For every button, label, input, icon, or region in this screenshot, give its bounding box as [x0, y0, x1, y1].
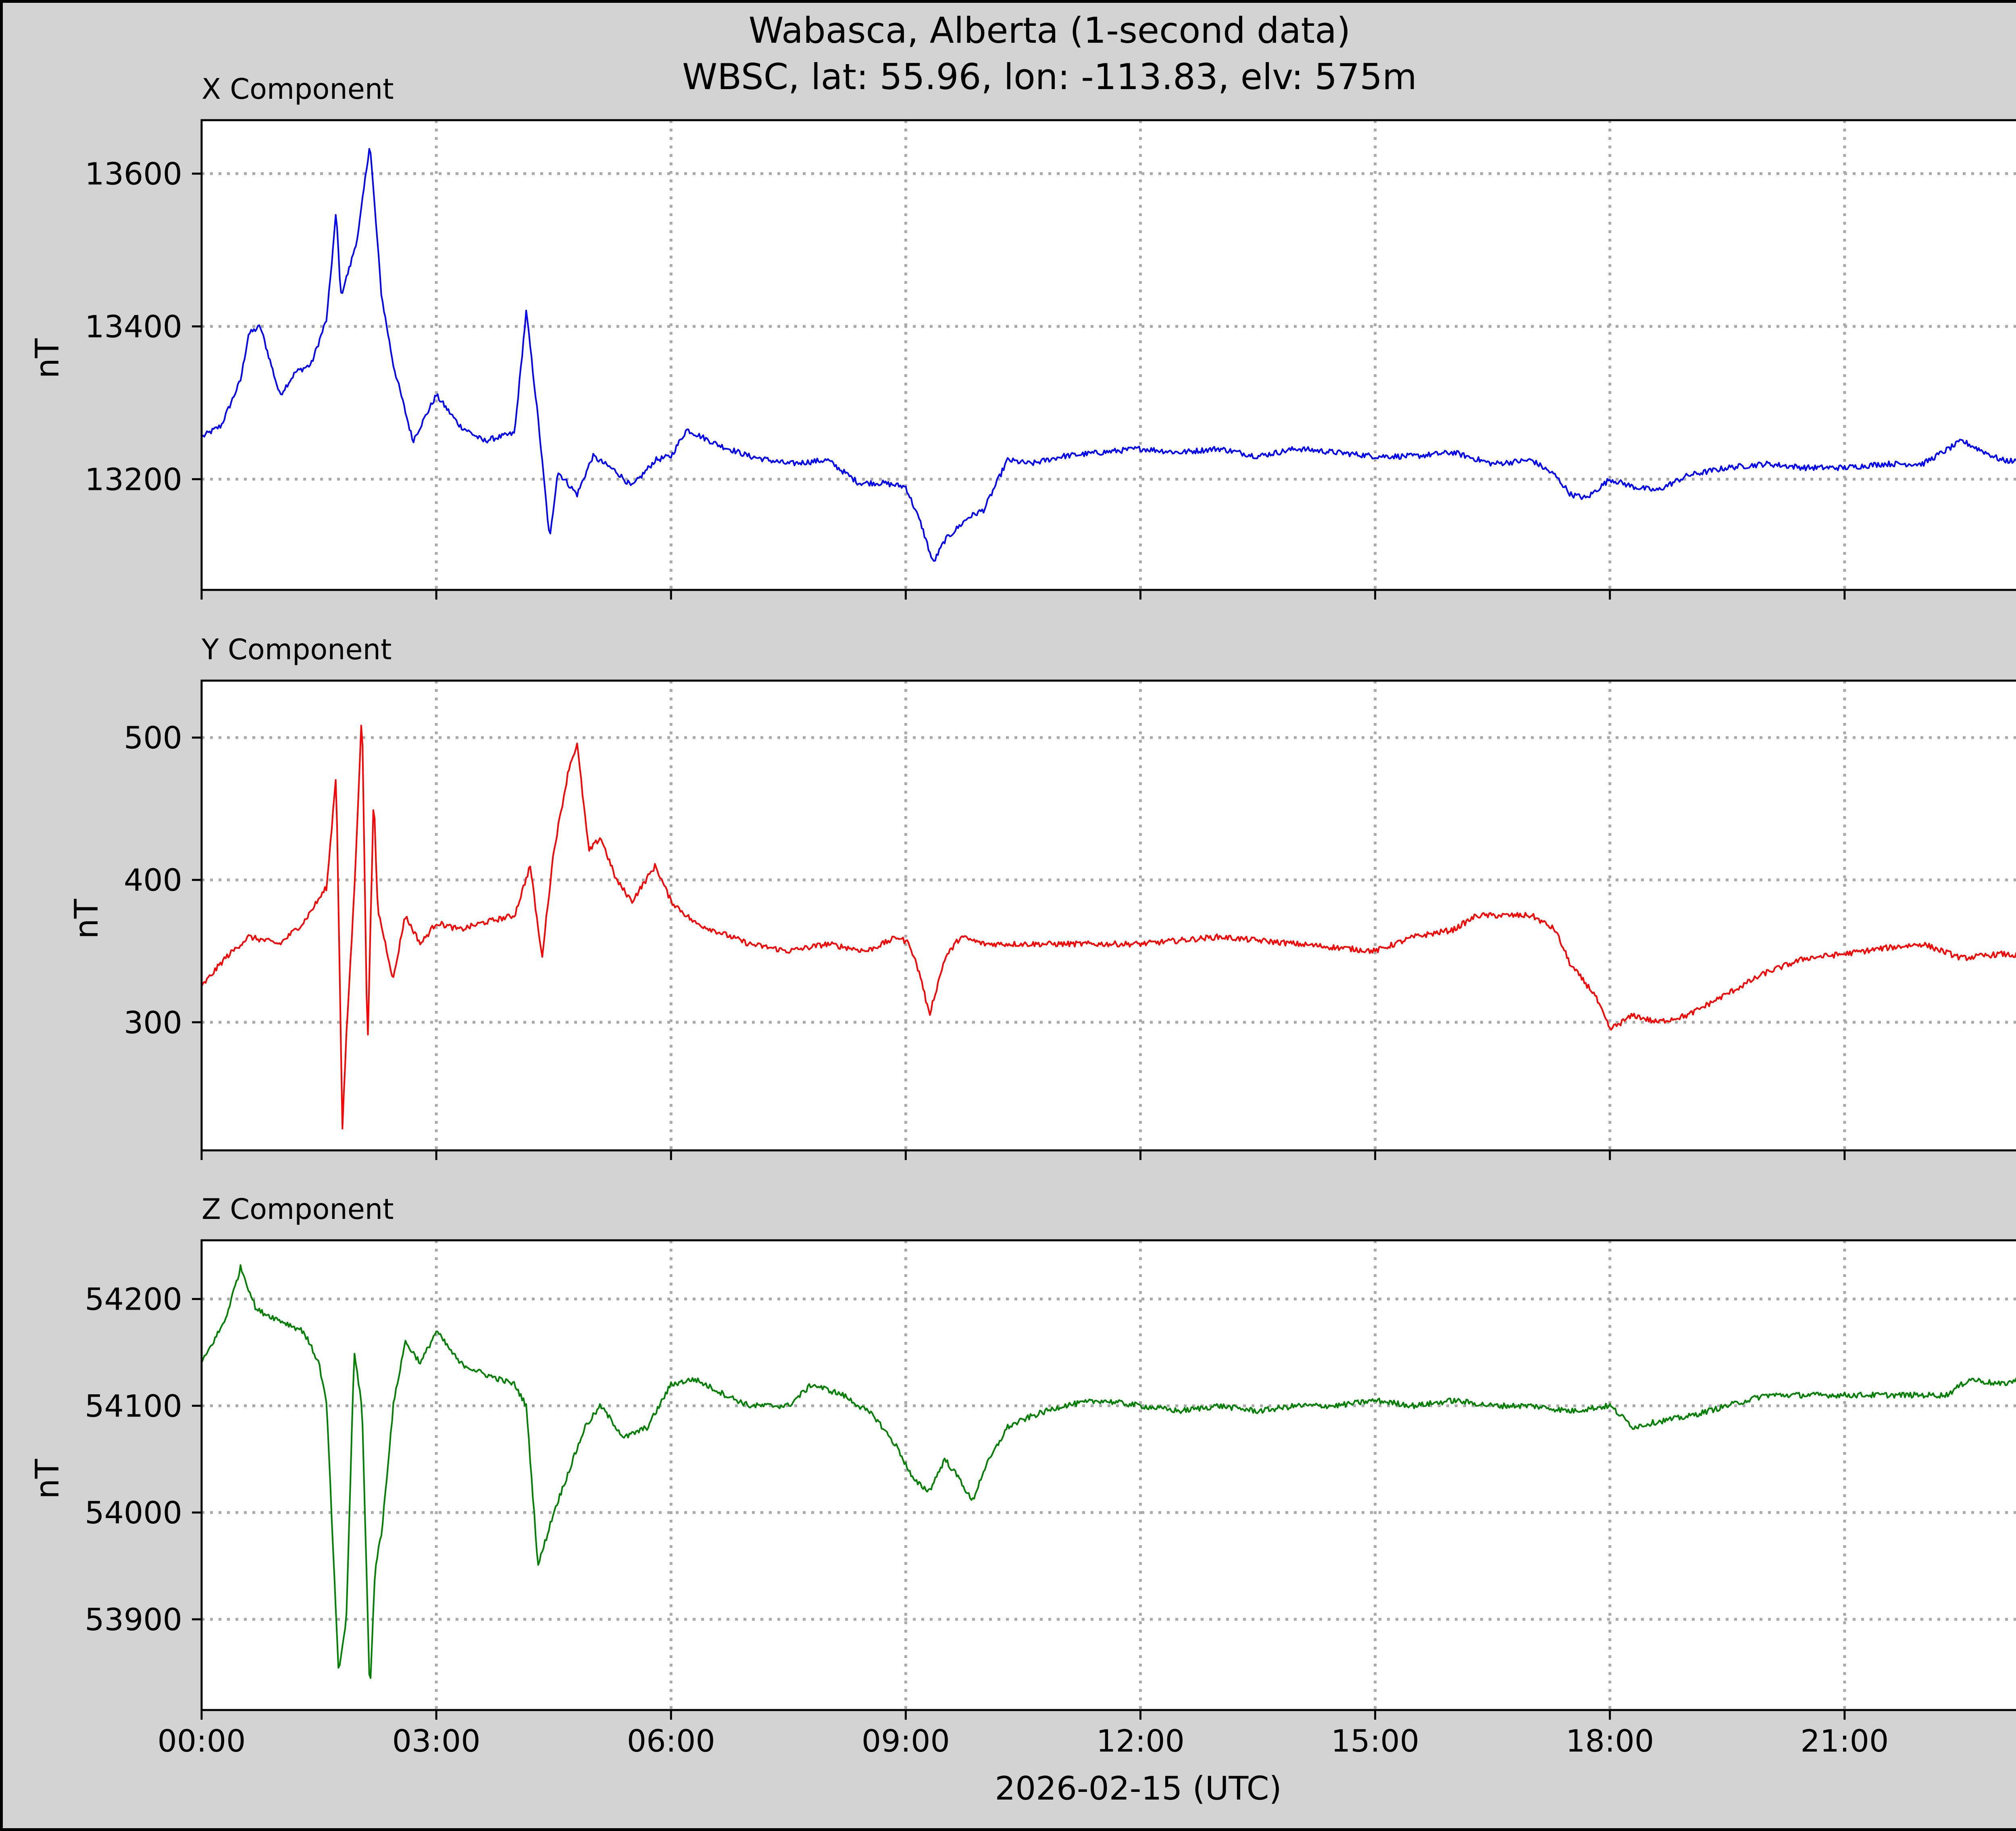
data-line-y — [201, 725, 2016, 1130]
y-tick-label: 300 — [124, 1004, 182, 1040]
plot-area — [202, 681, 2016, 1150]
x-tick-label: 18:00 — [1566, 1723, 1654, 1759]
y-tick-label: 400 — [124, 862, 182, 898]
y-tick-label: 54000 — [85, 1495, 182, 1531]
chart-title-line1: Wabasca, Alberta (1-second data) — [749, 10, 1351, 51]
y-tick-label: 13200 — [85, 461, 182, 497]
x-tick-label: 06:00 — [627, 1723, 715, 1759]
chart-canvas: Wabasca, Alberta (1-second data) WBSC, l… — [29, 10, 2016, 1807]
y-tick-label: 54200 — [85, 1281, 182, 1317]
x-tick-label: 03:00 — [392, 1723, 481, 1759]
y-tick-label: 13600 — [85, 156, 182, 192]
y-tick-label: 500 — [124, 720, 182, 756]
plot-area — [202, 1240, 2016, 1710]
chart-title-line2: WBSC, lat: 55.96, lon: -113.83, elv: 575… — [682, 56, 1417, 98]
y-tick-label: 53900 — [85, 1602, 182, 1637]
y-component-panel: Y Component nT 300 400 500 — [68, 633, 2016, 1160]
x-component-panel: X Component nT 13200 13400 13600 — [29, 73, 2016, 600]
y-axis-label: nT — [68, 898, 105, 939]
x-tick-label: 21:00 — [1800, 1723, 1889, 1759]
panel-title: Z Component — [202, 1193, 394, 1226]
x-tick-label: 00:00 — [157, 1723, 246, 1759]
y-axis-label: nT — [29, 338, 66, 379]
x-axis-label: 2026-02-15 (UTC) — [995, 1770, 1281, 1807]
y-axis-label: nT — [29, 1458, 66, 1499]
data-line-z — [201, 1264, 2016, 1679]
data-line-x — [201, 148, 2016, 562]
y-tick-label: 54100 — [85, 1388, 182, 1424]
y-tick-label: 13400 — [85, 308, 182, 344]
panel-title: Y Component — [201, 633, 392, 666]
panel-title: X Component — [202, 73, 394, 106]
x-tick-label: 15:00 — [1331, 1723, 1419, 1759]
plot-area — [202, 120, 2016, 590]
x-tick-label: 09:00 — [862, 1723, 950, 1759]
x-tick-label: 12:00 — [1096, 1723, 1185, 1759]
z-component-panel: Z Component nT 00:00 03:00 06:00 09:00 12:00… — [29, 1193, 2016, 1759]
